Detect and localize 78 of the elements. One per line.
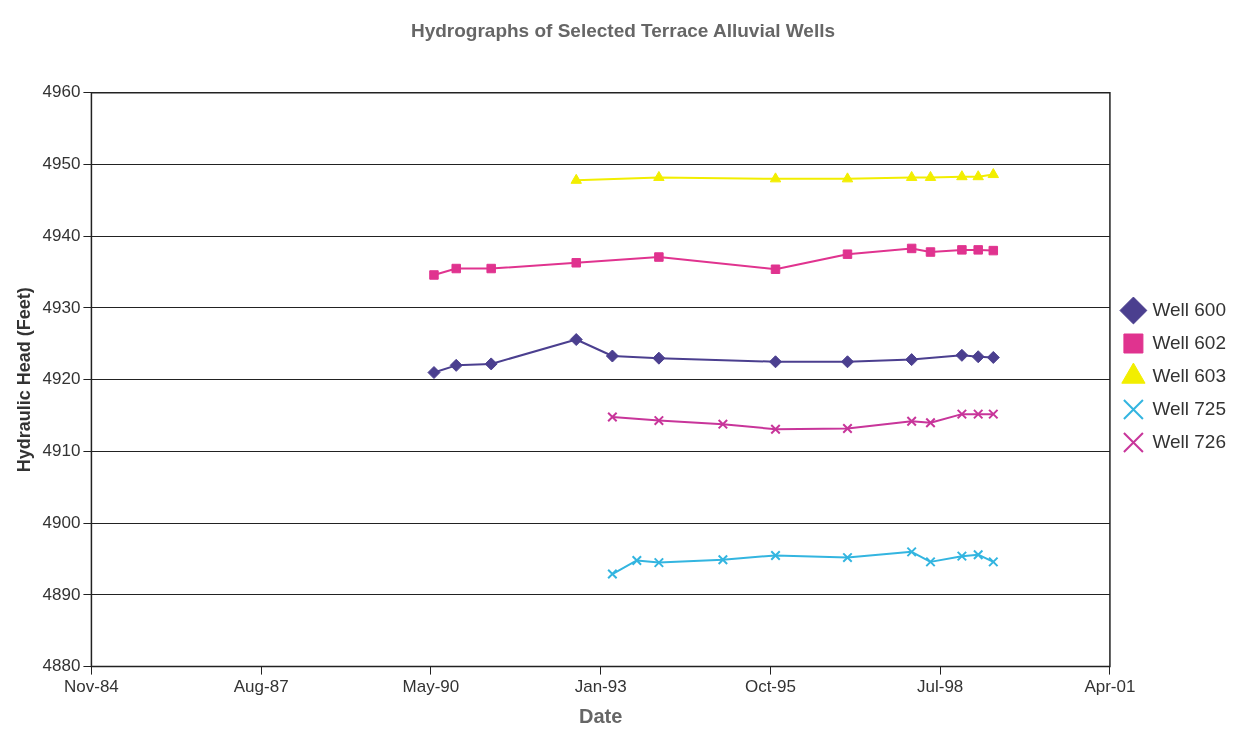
y-tick-label: 4910 xyxy=(42,441,81,461)
point xyxy=(631,555,643,566)
point xyxy=(957,245,967,255)
point xyxy=(607,568,618,580)
point xyxy=(956,550,968,562)
point xyxy=(770,264,781,274)
point xyxy=(652,351,666,365)
point xyxy=(842,552,853,563)
point xyxy=(717,418,729,430)
y-tick-label: 4920 xyxy=(42,369,81,389)
point xyxy=(955,348,969,362)
point xyxy=(449,358,463,372)
x-axis-title: Date xyxy=(578,704,623,727)
point xyxy=(654,252,664,262)
point xyxy=(484,357,498,371)
point xyxy=(653,415,665,426)
point xyxy=(925,247,936,257)
y-tick-label: 4930 xyxy=(42,297,81,317)
point xyxy=(988,245,999,256)
chart-title: Hydrographs of Selected Terrace Alluvial Wells xyxy=(410,19,836,41)
legend-label: Well 602 xyxy=(1152,331,1227,353)
point xyxy=(987,168,999,179)
point xyxy=(770,550,781,561)
point xyxy=(842,423,853,434)
legend-label: Well 726 xyxy=(1152,430,1227,452)
point xyxy=(972,549,984,560)
y-tick-label: 4880 xyxy=(42,656,81,676)
point xyxy=(569,333,583,347)
point xyxy=(906,546,917,558)
point xyxy=(570,173,582,184)
point xyxy=(925,556,936,568)
point xyxy=(956,408,968,420)
y-tick-label: 4890 xyxy=(42,584,81,604)
y-tick-label: 4960 xyxy=(42,82,81,102)
point xyxy=(924,170,937,181)
point xyxy=(607,411,618,423)
x-tick-label: Aug-87 xyxy=(233,677,289,697)
point xyxy=(972,408,984,420)
y-tick-label: 4950 xyxy=(42,154,81,174)
point xyxy=(427,366,441,380)
point xyxy=(988,556,999,568)
point xyxy=(653,170,665,181)
point xyxy=(717,554,729,565)
x-tick-label: Nov-84 xyxy=(64,677,119,697)
x-tick-label: Jul-98 xyxy=(917,677,964,697)
point xyxy=(769,355,783,369)
point xyxy=(605,349,619,363)
y-tick-label: 4940 xyxy=(42,225,81,245)
x-tick-label: Apr-01 xyxy=(1084,677,1136,697)
point xyxy=(842,249,853,259)
point xyxy=(973,245,983,255)
point xyxy=(905,353,919,367)
point xyxy=(841,172,854,183)
legend-label: Well 603 xyxy=(1152,364,1227,386)
point xyxy=(429,270,439,280)
y-axis-title: Hydraulic Head (Feet) xyxy=(13,287,34,473)
point xyxy=(956,170,968,181)
legend-label: Well 725 xyxy=(1152,397,1227,419)
point xyxy=(905,170,918,181)
point xyxy=(769,172,782,183)
point xyxy=(972,170,984,181)
y-tick-label: 4900 xyxy=(42,512,81,532)
point xyxy=(925,417,936,428)
point xyxy=(840,355,854,369)
x-tick-label: Jan-93 xyxy=(574,677,627,697)
point xyxy=(906,416,917,427)
point xyxy=(988,408,999,420)
x-tick-label: Oct-95 xyxy=(744,677,796,697)
point xyxy=(571,258,581,268)
legend-label: Well 600 xyxy=(1152,298,1227,320)
x-tick-label: May-90 xyxy=(402,677,460,697)
point xyxy=(653,557,665,568)
point xyxy=(451,263,461,274)
point xyxy=(906,243,917,254)
point xyxy=(486,263,496,274)
point xyxy=(770,423,781,435)
point xyxy=(986,350,1000,364)
point xyxy=(971,350,985,364)
